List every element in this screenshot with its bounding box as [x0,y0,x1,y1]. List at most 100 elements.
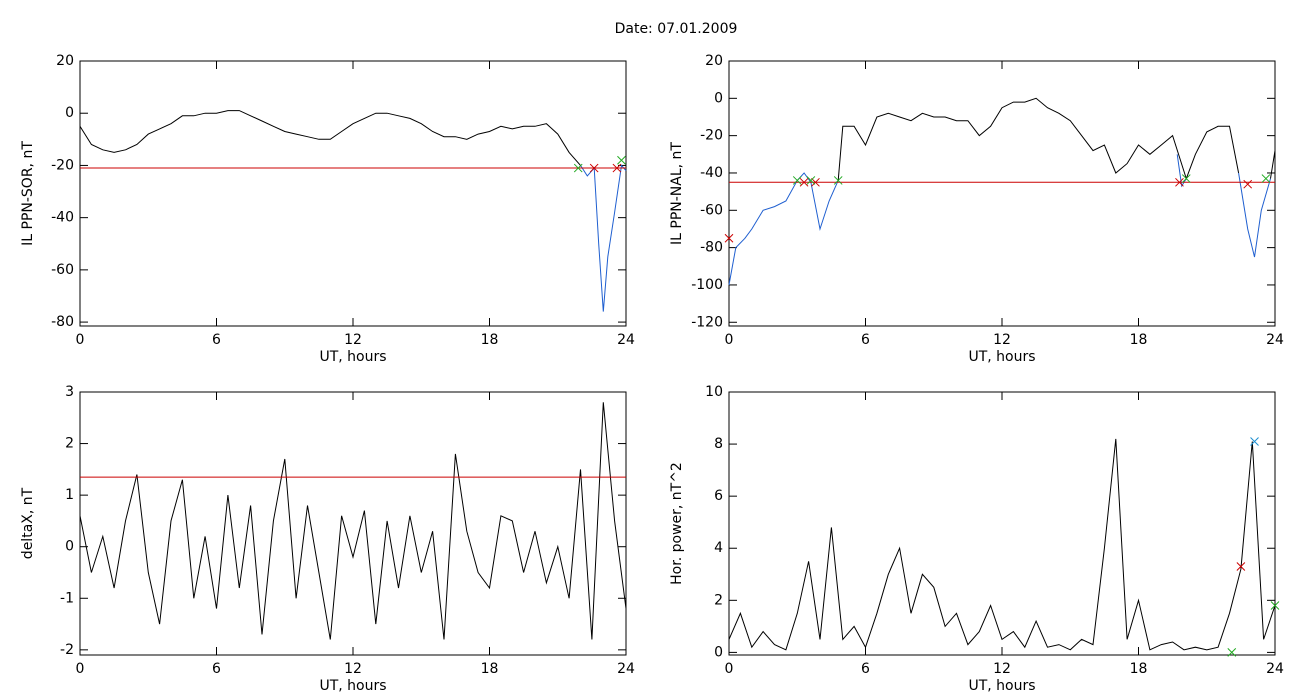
x-marker-stroke [1270,601,1280,610]
x-tick-label: 0 [725,332,734,348]
y-axis-label: IL PPN-NAL, nT [669,142,685,245]
x-marker [1236,562,1246,571]
data-line [79,402,627,640]
x-marker-stroke [806,176,816,185]
x-marker-stroke [589,163,599,173]
y-tick-label: 20 [705,53,723,69]
x-tick-label: 0 [76,332,85,348]
x-marker-stroke [573,163,583,173]
x-tick-label: 0 [725,661,734,677]
x-marker-stroke [1181,174,1191,183]
x-tick-label: 12 [993,332,1011,348]
x-marker [833,176,843,185]
y-tick-label: -1 [60,590,74,606]
x-marker-stroke [833,176,843,185]
y-tick-label: 20 [56,53,74,69]
x-axis-label: UT, hours [968,349,1035,365]
y-axis-label: IL PPN-SOR, nT [20,141,36,246]
x-tick-label: 6 [212,661,221,677]
x-marker-stroke [612,163,622,173]
y-tick-label: 4 [714,540,723,556]
x-tick-label: 6 [861,661,870,677]
y-axis-label: Hor. power, nT^2 [669,462,685,585]
x-marker [792,176,802,185]
y-tick-label: -60 [700,202,723,218]
x-tick-label: 0 [76,661,85,677]
y-tick-label: -100 [691,277,723,293]
x-marker-stroke [1250,437,1259,446]
x-marker-stroke [1175,177,1184,187]
x-marker-stroke [724,233,734,243]
y-tick-label: -2 [60,642,74,658]
x-marker-stroke [1243,179,1253,189]
x-tick-label: 18 [1130,661,1148,677]
x-tick-label: 6 [861,332,870,348]
y-tick-label: -120 [691,314,723,330]
x-marker-stroke [1227,648,1237,657]
y-axis-label: deltaX, nT [20,487,36,559]
x-tick-label: 24 [1266,332,1284,348]
x-tick-label: 24 [617,661,635,677]
x-marker [1243,179,1253,189]
x-marker [799,177,809,187]
x-tick-label: 24 [1266,661,1284,677]
x-marker-stroke [792,176,802,185]
y-tick-label: 2 [65,436,74,452]
y-tick-label: 10 [705,384,723,400]
x-tick-label: 6 [212,332,221,348]
y-tick-label: -20 [700,128,723,144]
x-marker [612,163,622,173]
x-marker-stroke [1261,174,1271,183]
x-tick-label: 18 [481,661,499,677]
y-tick-label: -40 [51,210,74,226]
x-tick-label: 12 [993,661,1011,677]
x-marker [1261,174,1271,183]
y-tick-label: -80 [700,240,723,256]
y-tick-label: -80 [51,314,74,330]
page-title: Date: 07.01.2009 [615,21,738,37]
x-marker [1181,174,1191,183]
x-marker-stroke [799,177,809,187]
x-axis-label: UT, hours [968,678,1035,694]
y-tick-label: 0 [714,644,723,660]
x-marker [589,163,599,173]
data-line [728,438,1276,651]
y-tick-label: -20 [51,157,74,173]
x-tick-label: 18 [481,332,499,348]
y-tick-label: 0 [714,90,723,106]
x-marker [1175,177,1184,187]
data-line [79,110,581,166]
x-axis-label: UT, hours [319,678,386,694]
x-marker [617,155,626,165]
y-tick-label: 8 [714,436,723,452]
y-tick-label: 6 [714,488,723,504]
y-tick-label: -60 [51,262,74,278]
x-tick-label: 12 [344,332,362,348]
x-marker [811,177,820,187]
y-tick-label: -40 [700,165,723,181]
y-tick-label: 3 [65,384,74,400]
y-tick-label: 1 [65,487,74,503]
x-marker [573,163,583,173]
x-marker [724,233,734,243]
x-marker [1250,437,1259,446]
x-tick-label: 24 [617,332,635,348]
x-marker [1270,601,1280,610]
data-line [837,97,1240,181]
x-axis-label: UT, hours [319,349,386,365]
x-marker-stroke [617,155,626,165]
x-marker-stroke [811,177,820,187]
x-marker-stroke [1236,562,1246,571]
data-line [1270,150,1276,179]
y-tick-label: 0 [65,105,74,121]
data-line [580,164,627,312]
data-line [728,154,1271,285]
y-tick-label: 0 [65,539,74,555]
x-tick-label: 18 [1130,332,1148,348]
y-tick-label: 2 [714,592,723,608]
x-tick-label: 12 [344,661,362,677]
x-marker [1227,648,1237,657]
x-marker [806,176,816,185]
